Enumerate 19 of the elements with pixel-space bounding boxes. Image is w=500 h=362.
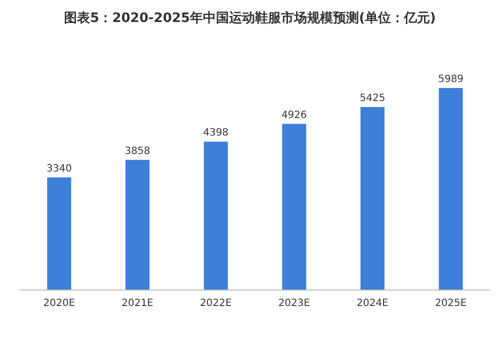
data-label: 5989 [438,74,464,85]
x-tick-label: 2023E [278,298,310,309]
x-tick-label: 2025E [434,298,467,309]
x-tick-label: 2021E [122,298,154,309]
bar [282,124,306,290]
data-label: 4398 [203,128,229,139]
x-tick-label: 2020E [43,298,76,309]
chart-title: 图表5：2020-2025年中国运动鞋服市场规模预测(单位：亿元) [64,10,436,26]
data-label: 3340 [46,163,72,174]
bar [47,177,72,290]
data-label: 3858 [124,146,150,157]
bar [360,107,384,290]
x-tick-label: 2024E [356,298,388,309]
bar [126,160,150,290]
bar [438,88,463,290]
bar [204,142,228,290]
x-tick-label: 2022E [200,298,232,309]
data-label: 5425 [360,93,386,104]
data-label: 4926 [281,110,307,121]
